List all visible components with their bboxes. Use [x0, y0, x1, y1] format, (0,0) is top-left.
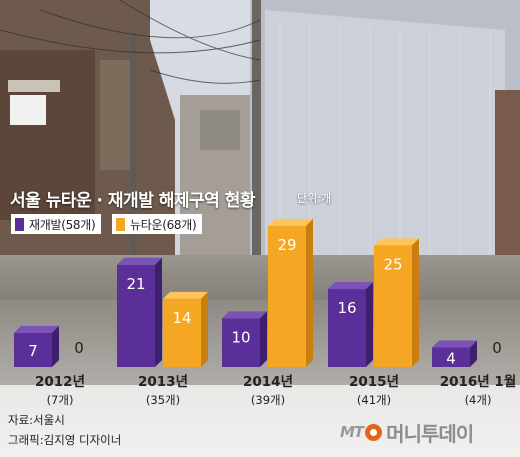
bar-side-redevelopment: [52, 325, 59, 367]
legend-label-newtown: 뉴타운(68개): [130, 217, 197, 232]
bar-top-newtown: [374, 238, 419, 246]
legend-swatch-newtown: [116, 217, 125, 231]
bar-side-redevelopment: [260, 311, 267, 367]
publisher-logo: MT 머니투데이: [340, 418, 474, 446]
category-label: 2012년: [35, 374, 85, 390]
bar-redevelopment: [328, 289, 366, 367]
bar-newtown: [374, 245, 412, 367]
legend-swatch-redevelopment: [15, 217, 24, 231]
bar-top-redevelopment: [328, 282, 373, 290]
category-total-label: (35개): [146, 393, 180, 407]
bar-redevelopment: [117, 264, 155, 367]
bar-top-redevelopment: [222, 311, 267, 319]
category-label: 2015년: [349, 374, 399, 390]
bar-side-newtown: [306, 218, 313, 367]
unit-label: 단위:개: [297, 192, 332, 205]
bar-side-newtown: [201, 291, 208, 367]
bar-newtown: [163, 298, 201, 367]
data-label-redevelopment: 4: [446, 349, 456, 367]
bar-side-newtown: [412, 238, 419, 367]
bar-top-redevelopment: [14, 325, 59, 333]
legend-label-redevelopment: 재개발(58개): [29, 217, 96, 232]
category-total-label: (4개): [465, 393, 492, 407]
chart-title: 서울 뉴타운 · 재개발 해제구역 현황: [10, 191, 256, 211]
legend-item-newtown: 뉴타운(68개): [112, 214, 203, 234]
logo-circle-icon: [365, 423, 383, 441]
bar-top-newtown: [163, 291, 208, 299]
category-label: 2014년: [243, 374, 293, 390]
bar-redevelopment: [14, 332, 52, 367]
category-total-label: (39개): [251, 393, 285, 407]
data-label-redevelopment: 10: [231, 328, 250, 346]
bar-side-redevelopment: [470, 340, 477, 367]
bar-redevelopment: [222, 318, 260, 367]
bar-side-redevelopment: [366, 282, 373, 367]
category-label: 2013년: [138, 374, 188, 390]
data-label-newtown: 14: [172, 309, 191, 327]
legend-item-redevelopment: 재개발(58개): [11, 214, 102, 234]
data-label-newtown: 29: [277, 236, 296, 254]
bar-side-redevelopment: [155, 257, 162, 367]
bar-redevelopment: [432, 347, 470, 367]
data-label-newtown: 25: [383, 255, 402, 273]
category-total-label: (41개): [357, 393, 391, 407]
source-label: 자료:서울시: [8, 413, 65, 427]
data-label-newtown: 0: [492, 339, 502, 357]
logo-name: 머니투데이: [386, 421, 474, 446]
bar-top-redevelopment: [117, 257, 162, 265]
data-label-redevelopment: 21: [126, 275, 145, 293]
data-label-redevelopment: 7: [28, 342, 38, 360]
category-label: 2016년 1월: [440, 373, 517, 390]
logo-mark: MT: [340, 423, 364, 441]
data-label-redevelopment: 16: [337, 299, 356, 317]
category-total-label: (7개): [47, 393, 74, 407]
data-label-newtown: 0: [74, 339, 84, 357]
bar-newtown: [268, 225, 306, 367]
bar-top-redevelopment: [432, 340, 477, 348]
credit-label: 그래픽:김지영 디자이너: [8, 433, 122, 447]
bar-top-newtown: [268, 218, 313, 226]
